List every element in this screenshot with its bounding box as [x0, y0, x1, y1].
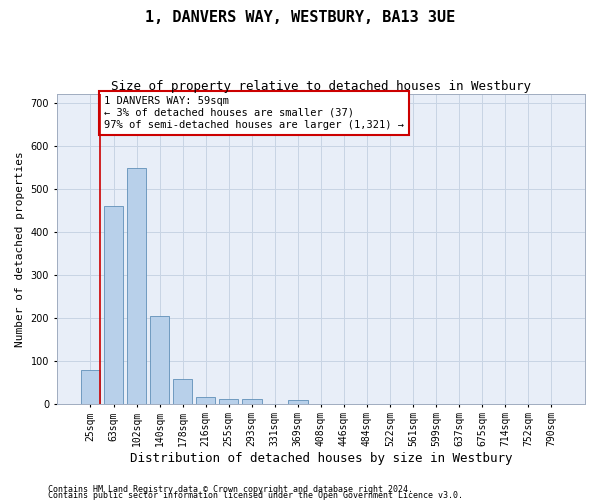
- Bar: [242, 400, 262, 404]
- Title: Size of property relative to detached houses in Westbury: Size of property relative to detached ho…: [111, 80, 531, 93]
- Bar: [150, 316, 169, 404]
- X-axis label: Distribution of detached houses by size in Westbury: Distribution of detached houses by size …: [130, 452, 512, 465]
- Bar: [219, 400, 238, 404]
- Text: 1, DANVERS WAY, WESTBURY, BA13 3UE: 1, DANVERS WAY, WESTBURY, BA13 3UE: [145, 10, 455, 25]
- Bar: [173, 379, 193, 404]
- Bar: [288, 400, 308, 404]
- Text: 1 DANVERS WAY: 59sqm
← 3% of detached houses are smaller (37)
97% of semi-detach: 1 DANVERS WAY: 59sqm ← 3% of detached ho…: [104, 96, 404, 130]
- Text: Contains HM Land Registry data © Crown copyright and database right 2024.: Contains HM Land Registry data © Crown c…: [48, 485, 413, 494]
- Text: Contains public sector information licensed under the Open Government Licence v3: Contains public sector information licen…: [48, 491, 463, 500]
- Bar: [127, 168, 146, 404]
- Bar: [196, 397, 215, 404]
- Y-axis label: Number of detached properties: Number of detached properties: [15, 151, 25, 346]
- Bar: [104, 206, 124, 404]
- Bar: [81, 370, 100, 404]
